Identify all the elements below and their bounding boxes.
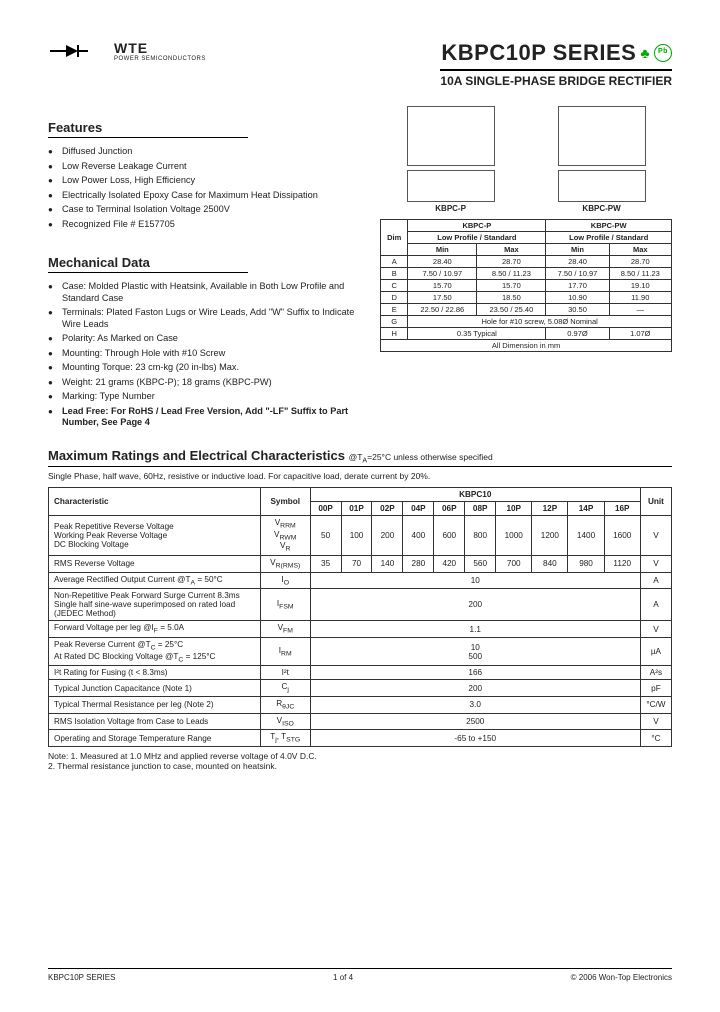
list-item: Polarity: As Marked on Case [48,333,364,345]
diode-icon [48,41,108,61]
features-list: Diffused Junction Low Reverse Leakage Cur… [48,146,364,230]
upper-section: Features Diffused Junction Low Reverse Le… [48,106,672,432]
logo: WTE POWER SEMICONDUCTORS [48,40,206,62]
sub-title: 10A SINGLE-PHASE BRIDGE RECTIFIER [440,69,672,88]
list-item: Recognized File # E157705 [48,219,364,231]
dimension-table: DimKBPC-PKBPC-PWLow Profile / StandardLo… [380,219,672,352]
pkg-b: KBPC-PW [558,106,646,213]
ratings-table: CharacteristicSymbolKBPC10Unit00P01P02P0… [48,487,672,747]
list-item: Low Reverse Leakage Current [48,161,364,173]
main-title: KBPC10P SERIES ♣ Pb [440,40,672,66]
features-heading: Features [48,120,248,138]
footer: KBPC10P SERIES 1 of 4 © 2006 Won-Top Ele… [48,968,672,982]
list-item: Low Power Loss, High Efficiency [48,175,364,187]
list-item: Electrically Isolated Epoxy Case for Max… [48,190,364,202]
package-drawings: KBPC-P KBPC-PW [380,106,672,213]
rohs-tree-icon: ♣ [640,45,650,61]
list-item: Case to Terminal Isolation Voltage 2500V [48,204,364,216]
brand-sub: POWER SEMICONDUCTORS [114,56,206,62]
brand-text: WTE [114,40,206,56]
list-item: Diffused Junction [48,146,364,158]
ratings-note: Single Phase, half wave, 60Hz, resistive… [48,471,672,481]
ratings-footnote: Note: 1. Measured at 1.0 MHz and applied… [48,751,672,771]
list-item: Case: Molded Plastic with Heatsink, Avai… [48,281,364,304]
title-area: KBPC10P SERIES ♣ Pb 10A SINGLE-PHASE BRI… [440,40,672,88]
footer-center: 1 of 4 [333,973,353,982]
header: WTE POWER SEMICONDUCTORS KBPC10P SERIES … [48,40,672,88]
left-column: Features Diffused Junction Low Reverse Le… [48,106,364,432]
ratings-heading: Maximum Ratings and Electrical Character… [48,448,672,468]
pkg-a: KBPC-P [407,106,495,213]
mechanical-heading: Mechanical Data [48,255,248,273]
mechanical-list: Case: Molded Plastic with Heatsink, Avai… [48,281,364,429]
right-column: KBPC-P KBPC-PW DimKBPC-PKBPC-PWLow Profi… [380,106,672,432]
list-item: Weight: 21 grams (KBPC-P); 18 grams (KBP… [48,377,364,389]
list-item: Mounting Torque: 23 cm-kg (20 in-lbs) Ma… [48,362,364,374]
datasheet-page: WTE POWER SEMICONDUCTORS KBPC10P SERIES … [0,0,720,1012]
list-item: Terminals: Plated Faston Lugs or Wire Le… [48,307,364,330]
list-item: Marking: Type Number [48,391,364,403]
pb-free-icon: Pb [654,44,672,62]
footer-right: © 2006 Won-Top Electronics [571,973,672,982]
list-item: Mounting: Through Hole with #10 Screw [48,348,364,360]
footer-left: KBPC10P SERIES [48,973,115,982]
list-item: Lead Free: For RoHS / Lead Free Version,… [48,406,364,429]
